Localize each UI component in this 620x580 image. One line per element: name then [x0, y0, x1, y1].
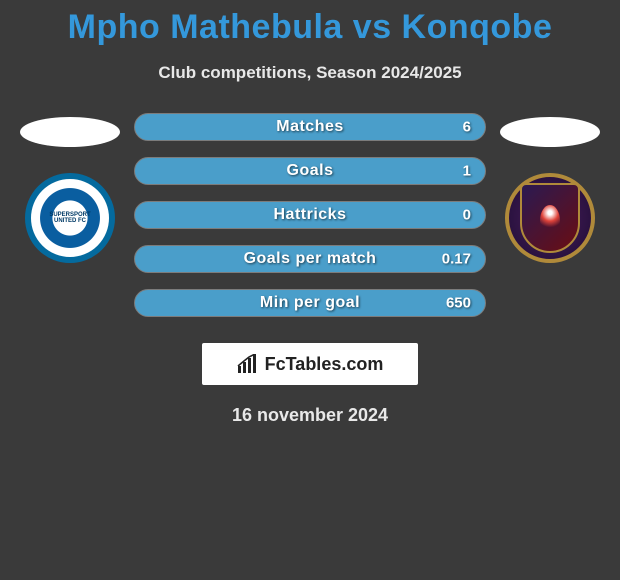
subtitle: Club competitions, Season 2024/2025: [0, 63, 620, 83]
brand-box: FcTables.com: [202, 343, 418, 385]
stat-label: Hattricks: [135, 206, 485, 224]
badge-shield: [520, 183, 580, 253]
brand-text: FcTables.com: [265, 354, 384, 375]
stat-bar-goals-per-match: Goals per match 0.17: [134, 245, 486, 273]
page-title: Mpho Mathebula vs Konqobe: [0, 0, 620, 47]
stat-value-right: 0: [463, 207, 471, 224]
stat-label: Goals: [135, 162, 485, 180]
stat-bar-hattricks: Hattricks 0: [134, 201, 486, 229]
player-left-column: SUPERSPORTUNITED FC: [10, 113, 130, 263]
stat-value-right: 650: [446, 295, 471, 312]
stat-value-right: 0.17: [442, 251, 471, 268]
stat-bar-min-per-goal: Min per goal 650: [134, 289, 486, 317]
stats-list: Matches 6 Goals 1 Hattricks 0 Goals per …: [130, 113, 490, 317]
badge-flame-icon: [540, 205, 560, 231]
stat-value-right: 1: [463, 163, 471, 180]
badge-text: SUPERSPORTUNITED FC: [49, 212, 90, 224]
stat-value-right: 6: [463, 119, 471, 136]
stat-label: Goals per match: [135, 250, 485, 268]
player-left-avatar-placeholder: [20, 117, 120, 147]
bar-chart-icon: [237, 354, 259, 374]
comparison-row: SUPERSPORTUNITED FC Matches 6 Goals 1 Ha…: [0, 113, 620, 317]
stat-bar-goals: Goals 1: [134, 157, 486, 185]
club-badge-right: [505, 173, 595, 263]
club-badge-left: SUPERSPORTUNITED FC: [25, 173, 115, 263]
stat-label: Matches: [135, 118, 485, 136]
player-right-column: [490, 113, 610, 263]
stat-label: Min per goal: [135, 294, 485, 312]
stat-bar-matches: Matches 6: [134, 113, 486, 141]
date-text: 16 november 2024: [0, 405, 620, 426]
player-right-avatar-placeholder: [500, 117, 600, 147]
badge-inner: SUPERSPORTUNITED FC: [35, 183, 105, 253]
